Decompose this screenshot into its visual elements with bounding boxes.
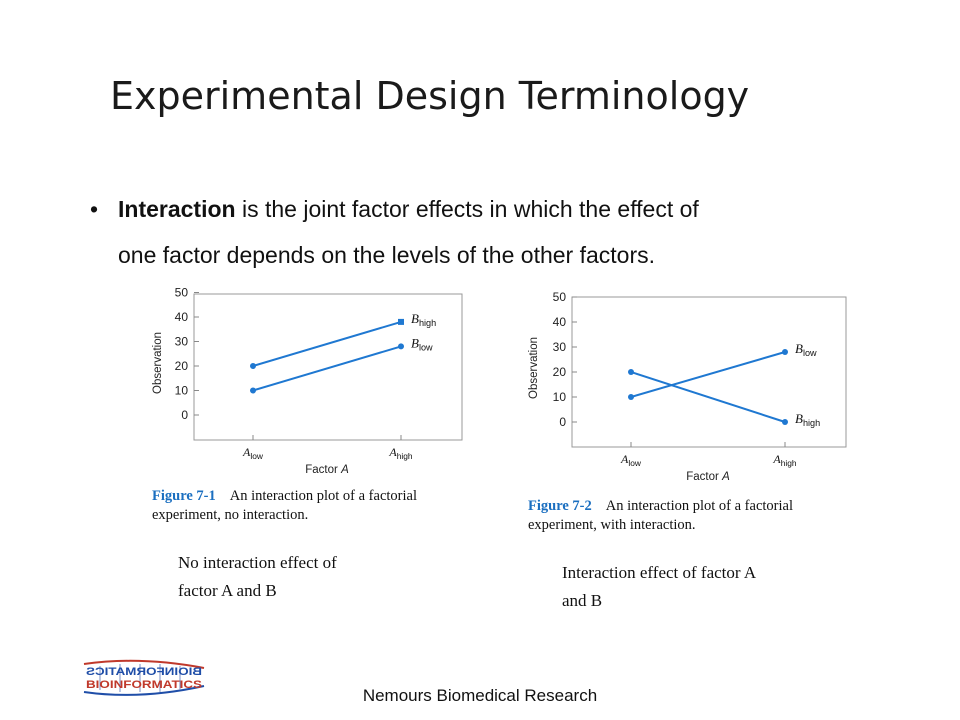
slide-title: Experimental Design Terminology [110, 74, 750, 118]
series-line-b-high [252, 320, 402, 367]
y-tick-label: 50 [175, 286, 189, 300]
data-point [782, 419, 788, 425]
note-no-interaction: No interaction effect of factor A and B [178, 549, 337, 605]
y-tick-label: 0 [559, 415, 566, 429]
data-point [250, 387, 256, 394]
interaction-plot-with-interaction: 0 10 20 30 40 50 Alow Ahigh Factor A Observation B… [528, 290, 847, 483]
x-tick-label: Alow [242, 445, 264, 461]
series-label: Blow [795, 341, 817, 358]
plot-frame [193, 293, 463, 441]
bullet-line2: one factor depends on the levels of the … [118, 242, 656, 268]
note-no-interaction-line1: No interaction effect of [178, 553, 337, 572]
figure-7-2-caption-line1: An interaction plot of a factorial [605, 498, 793, 514]
data-point [628, 369, 634, 375]
note-interaction: Interaction effect of factor A and B [562, 559, 756, 615]
bullet-marker: • [90, 196, 99, 222]
figure-7-1-label: Figure 7-1 [152, 488, 216, 504]
figure-7-1-chart: 0 10 20 30 40 50 Alow Ahigh Factor A Observation B… [148, 284, 478, 484]
y-tick-label: 40 [553, 315, 567, 329]
figure-7-2-label: Figure 7-2 [528, 498, 592, 514]
y-tick-label: 20 [175, 359, 189, 373]
bullet-text: Interaction is the joint factor effects … [118, 186, 890, 278]
figure-7-1-caption-line2: experiment, no interaction. [152, 507, 309, 523]
series-label: Blow [411, 335, 433, 352]
x-tick-label: Alow [620, 452, 642, 468]
series-label: Bhigh [795, 411, 820, 428]
x-tick-label: Ahigh [388, 445, 413, 461]
bullet-term: Interaction [118, 196, 236, 222]
y-tick-label: 30 [553, 340, 567, 354]
data-point [628, 394, 634, 400]
note-no-interaction-line2: factor A and B [178, 581, 277, 600]
x-axis-label: Factor A [305, 464, 349, 476]
note-interaction-line2: and B [562, 591, 603, 610]
y-tick-label: 30 [175, 335, 189, 349]
note-interaction-line1: Interaction effect of factor A [562, 563, 757, 582]
series-line-b-low [630, 351, 786, 398]
y-tick-label: 0 [181, 408, 188, 422]
y-axis-label: Observation [528, 337, 540, 399]
figure-7-1-caption: Figure 7-1 An interaction plot of a facto… [152, 487, 417, 525]
interaction-plot-no-interaction: 0 10 20 30 40 50 Alow Ahigh Factor A Observation B… [152, 286, 463, 476]
series-line-b-low [252, 345, 402, 392]
footer-text: Nemours Biomedical Research [362, 686, 598, 705]
data-point [250, 363, 256, 369]
figure-7-2-caption: Figure 7-2 An interaction plot of a facto… [528, 497, 793, 535]
logo-text: BIOINFORMATICS [86, 679, 202, 691]
y-tick-label: 50 [553, 290, 567, 304]
y-tick-label: 40 [175, 310, 189, 324]
x-axis-label: Factor A [686, 471, 730, 483]
y-tick-label: 20 [553, 365, 567, 379]
data-point [398, 318, 404, 325]
bioinformatics-logo-graphic: BIOINFORMATICS BIOINFORMATICS [83, 659, 205, 696]
logo-mirrored-text: BIOINFORMATICS [86, 666, 202, 678]
series-label: Bhigh [411, 311, 436, 328]
y-tick-label: 10 [553, 390, 567, 404]
y-tick-label: 10 [175, 384, 189, 398]
data-point [782, 349, 788, 355]
bullet-line1: is the joint factor effects in which the… [235, 196, 699, 222]
series-line-b-high [630, 371, 786, 423]
bullet-interaction: • Interaction is the joint factor effect… [90, 186, 890, 278]
y-axis-label: Observation [152, 332, 164, 394]
data-point [398, 343, 404, 350]
x-tick-label: Ahigh [772, 452, 797, 468]
bioinformatics-logo: BIOINFORMATICS BIOINFORMATICS [80, 658, 210, 703]
figure-7-1-caption-line1: An interaction plot of a factorial [229, 488, 417, 504]
figure-7-2-chart: 0 10 20 30 40 50 Alow Ahigh Factor A Observation B… [524, 287, 859, 487]
figure-7-2-caption-line2: experiment, with interaction. [528, 517, 696, 533]
